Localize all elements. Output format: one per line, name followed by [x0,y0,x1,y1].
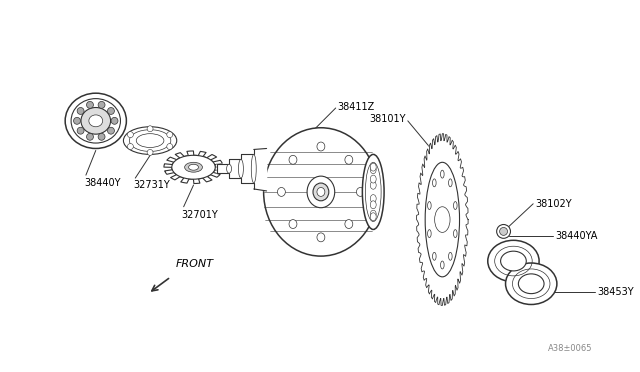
Ellipse shape [65,93,126,148]
Ellipse shape [317,187,325,196]
Ellipse shape [362,154,384,230]
Text: 38411Z: 38411Z [338,102,375,112]
Ellipse shape [428,202,431,209]
Ellipse shape [71,99,120,143]
Ellipse shape [506,263,557,305]
Ellipse shape [252,154,256,183]
Circle shape [86,133,93,140]
Ellipse shape [307,176,335,208]
Circle shape [98,133,105,140]
Ellipse shape [89,115,102,127]
Circle shape [127,132,133,138]
Circle shape [147,150,153,155]
Ellipse shape [289,219,297,228]
Polygon shape [217,148,267,191]
Circle shape [167,144,173,150]
Ellipse shape [317,142,325,151]
Ellipse shape [433,252,436,260]
Ellipse shape [371,195,376,202]
Ellipse shape [313,183,329,201]
Text: 38453Y: 38453Y [597,287,634,296]
Circle shape [147,126,153,132]
Circle shape [98,102,105,108]
Ellipse shape [129,130,171,151]
Ellipse shape [428,230,431,238]
Ellipse shape [185,162,202,172]
Ellipse shape [449,252,452,260]
Text: 38101Y: 38101Y [369,114,406,124]
Circle shape [127,144,133,150]
Text: 32731Y: 32731Y [133,180,170,190]
Ellipse shape [189,164,198,170]
Ellipse shape [278,187,285,196]
Text: 38440YA: 38440YA [555,231,597,241]
Ellipse shape [433,179,436,187]
Ellipse shape [317,233,325,242]
Ellipse shape [371,201,376,209]
Polygon shape [417,134,468,305]
Circle shape [77,127,84,134]
Ellipse shape [124,127,177,154]
Ellipse shape [371,166,376,174]
Ellipse shape [371,163,376,171]
Ellipse shape [371,181,376,189]
Polygon shape [164,151,223,183]
Ellipse shape [435,207,450,232]
Ellipse shape [488,240,539,282]
Ellipse shape [454,230,457,238]
Ellipse shape [172,155,215,179]
Ellipse shape [500,251,526,271]
Circle shape [74,118,81,124]
Ellipse shape [440,261,444,269]
Ellipse shape [497,225,511,238]
Ellipse shape [81,108,111,134]
Circle shape [108,108,115,115]
Ellipse shape [440,170,444,178]
Circle shape [167,132,173,138]
Circle shape [111,118,118,124]
Ellipse shape [289,155,297,164]
Circle shape [86,102,93,108]
Text: 38440Y: 38440Y [84,178,120,188]
Ellipse shape [371,213,376,221]
Ellipse shape [500,227,508,235]
Ellipse shape [345,155,353,164]
Ellipse shape [239,159,243,178]
Ellipse shape [371,175,376,183]
Ellipse shape [136,134,164,147]
Ellipse shape [518,274,544,294]
Text: FRONT: FRONT [176,259,214,269]
Text: 38102Y: 38102Y [535,199,572,209]
Ellipse shape [356,187,364,196]
Circle shape [108,127,115,134]
Ellipse shape [425,162,460,277]
Text: A38±0065: A38±0065 [548,344,593,353]
Circle shape [77,108,84,115]
Ellipse shape [227,164,232,173]
Text: 32701Y: 32701Y [182,210,218,220]
Ellipse shape [449,179,452,187]
Ellipse shape [264,128,378,256]
Ellipse shape [454,202,457,209]
Ellipse shape [371,210,376,218]
Ellipse shape [345,219,353,228]
